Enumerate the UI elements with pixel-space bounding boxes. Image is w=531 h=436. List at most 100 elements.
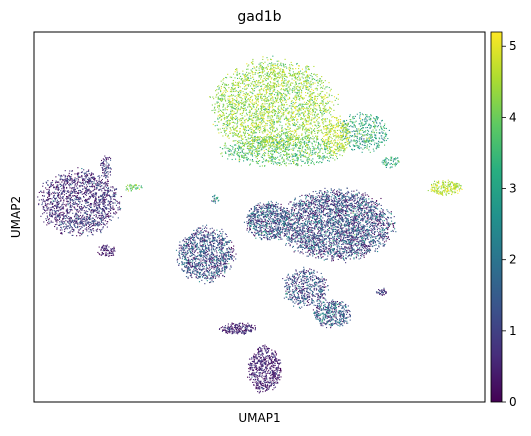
scatter-point-c7 [70, 190, 72, 192]
scatter-point-c12 [271, 230, 273, 232]
scatter-point-c16 [235, 332, 237, 334]
scatter-point-c11 [361, 217, 363, 220]
scatter-point-c13 [187, 263, 189, 265]
scatter-point-c7 [83, 210, 85, 212]
scatter-point-c7 [58, 188, 60, 190]
scatter-point-c7 [104, 204, 106, 206]
scatter-point-c7 [103, 203, 105, 205]
scatter-point-c17 [268, 382, 271, 384]
scatter-point-c17 [269, 356, 271, 358]
scatter-point-c11 [314, 241, 316, 243]
scatter-point-c17 [261, 350, 263, 352]
scatter-point-c14 [314, 275, 316, 277]
scatter-point-c13 [205, 247, 207, 249]
scatter-point-c15 [333, 316, 335, 318]
scatter-point-c13 [205, 230, 207, 232]
scatter-point-c13 [191, 249, 193, 251]
scatter-point-c13 [184, 237, 186, 239]
scatter-point-c17 [257, 354, 259, 356]
scatter-point-c7 [98, 223, 100, 225]
scatter-point-c17 [264, 378, 266, 380]
scatter-point-c11 [321, 256, 323, 259]
scatter-point-c7 [59, 197, 61, 200]
scatter-point-c17 [267, 372, 269, 374]
scatter-point-c11 [352, 205, 354, 207]
scatter-point-c11 [295, 204, 297, 206]
scatter-point-c14 [307, 291, 310, 294]
scatter-point-c13 [200, 227, 202, 229]
scatter-point-c14 [298, 297, 300, 299]
scatter-point-c13 [220, 264, 222, 266]
scatter-point-c7 [107, 179, 109, 181]
scatter-point-c11 [367, 218, 369, 220]
scatter-point-c7 [72, 231, 74, 233]
scatter-point-c11 [335, 240, 337, 243]
scatter-point-c12 [272, 235, 274, 238]
scatter-point-c13 [210, 258, 212, 260]
scatter-point-c14 [307, 294, 309, 296]
scatter-point-c7 [64, 178, 66, 180]
scatter-point-c7 [76, 235, 78, 237]
scatter-point-c7 [75, 220, 77, 222]
scatter-point-c17 [277, 365, 280, 367]
scatter-point-c14 [296, 279, 298, 281]
scatter-point-c11 [341, 255, 343, 257]
scatter-point-c17 [277, 359, 279, 361]
scatter-point-c13 [183, 270, 185, 272]
scatter-point-c11 [301, 251, 303, 253]
scatter-point-c16 [229, 329, 231, 331]
scatter-point-c11 [371, 230, 373, 232]
scatter-point-c11 [356, 238, 358, 240]
scatter-point-c7 [47, 218, 49, 221]
scatter-point-c9 [110, 252, 112, 254]
scatter-point-c17 [268, 386, 270, 388]
scatter-point-c15 [340, 316, 342, 318]
scatter-point-c17 [259, 357, 261, 359]
scatter-point-c8 [103, 163, 105, 165]
scatter-point-c9 [112, 253, 114, 255]
scatter-point-c17 [254, 373, 256, 375]
scatter-point-c7 [63, 200, 65, 202]
scatter-point-c15 [341, 307, 343, 309]
scatter-point-c13 [211, 279, 213, 281]
scatter-point-c16 [230, 324, 232, 326]
scatter-point-c7 [72, 195, 74, 197]
scatter-point-c17 [268, 355, 270, 357]
scatter-point-c13 [219, 270, 221, 272]
scatter-point-c13 [204, 256, 206, 258]
scatter-point-c17 [259, 350, 261, 352]
scatter-point-c7 [99, 208, 101, 210]
scatter-point-c17 [259, 372, 261, 374]
scatter-point-c11 [378, 213, 381, 215]
scatter-point-c11 [349, 210, 351, 212]
scatter-point-c13 [185, 241, 187, 243]
scatter-point-c13 [198, 267, 200, 269]
scatter-point-c11 [291, 239, 293, 241]
scatter-point-c11 [350, 219, 352, 221]
scatter-point-c11 [353, 239, 355, 242]
scatter-point-c17 [259, 388, 261, 390]
scatter-point-c13 [188, 245, 190, 247]
scatter-point-c11 [311, 237, 313, 239]
scatter-point-c7 [57, 205, 59, 207]
scatter-point-c11 [380, 222, 382, 225]
scatter-point-c15 [316, 307, 319, 309]
scatter-point-c7 [83, 179, 85, 182]
scatter-point-c14 [307, 270, 309, 272]
scatter-point-c17 [272, 369, 274, 371]
scatter-point-c7 [66, 181, 68, 183]
scatter-point-c17 [278, 362, 280, 365]
scatter-point-c7 [98, 217, 101, 220]
scatter-point-c11 [320, 207, 322, 209]
scatter-point-c7 [51, 206, 53, 208]
scatter-point-c7 [48, 198, 50, 200]
scatter-point-c18 [380, 290, 382, 292]
scatter-point-c16 [228, 326, 230, 328]
scatter-point-c12 [274, 203, 276, 206]
scatter-point-c7 [119, 201, 121, 203]
scatter-point-c11 [367, 202, 369, 204]
scatter-point-c8 [109, 171, 111, 173]
scatter-point-c11 [318, 226, 320, 228]
scatter-point-c7 [74, 173, 76, 175]
scatter-point-c7 [93, 188, 95, 190]
